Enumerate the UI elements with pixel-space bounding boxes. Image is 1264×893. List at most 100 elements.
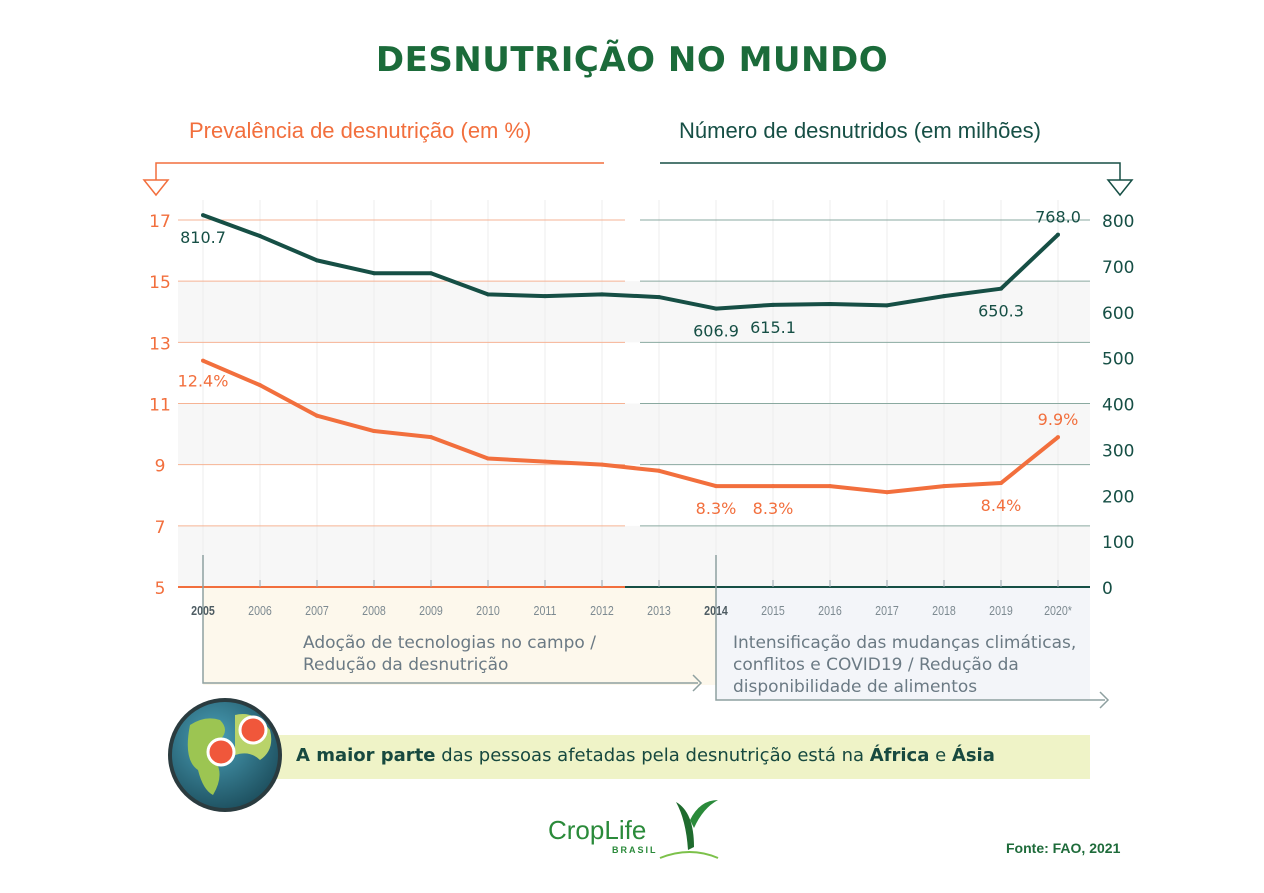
x-tick-label: 2017 <box>875 603 899 618</box>
right-axis-tick: 800 <box>1102 212 1134 232</box>
x-tick-label: 2011 <box>534 603 557 618</box>
data-point-left <box>657 468 661 473</box>
left-axis-tick: 17 <box>149 212 171 232</box>
right-axis-tick: 700 <box>1102 258 1134 278</box>
series-line-left <box>202 358 1060 495</box>
period-note-1-line: Adoção de tecnologias no campo / <box>303 633 596 653</box>
data-point-left <box>942 484 946 489</box>
data-point-left <box>885 490 889 495</box>
left-axis-tick: 11 <box>149 396 171 416</box>
arrow-down-icon <box>142 179 170 197</box>
x-tick-label: 2012 <box>590 603 614 618</box>
arrow-right-icon <box>1099 691 1110 709</box>
x-tick-label: 2016 <box>818 603 842 618</box>
grid-band <box>178 403 1090 465</box>
x-tick-label: 2006 <box>248 603 272 618</box>
period-note-1: Adoção de tecnologias no campo / Redução… <box>303 632 596 676</box>
period-note-2: Intensificação das mudanças climáticas, … <box>733 632 1076 698</box>
data-label: 12.4% <box>178 372 229 391</box>
data-point-left <box>315 413 319 418</box>
data-label: 650.3 <box>978 302 1024 321</box>
data-point-right <box>714 306 718 311</box>
period-2-arrow-line <box>715 555 1105 701</box>
right-axis-tick: 200 <box>1102 487 1134 507</box>
data-point-right <box>885 303 889 308</box>
x-tick-label: 2018 <box>932 603 956 618</box>
left-axis-tick: 7 <box>155 518 166 538</box>
data-point-left <box>429 435 433 440</box>
arrow-down-icon <box>1106 179 1134 197</box>
right-axis-tick: 100 <box>1102 533 1134 553</box>
left-axis-bracket <box>155 162 604 180</box>
data-point-left <box>543 459 547 464</box>
data-point-right <box>315 258 319 263</box>
right-axis-tick: 400 <box>1102 396 1134 416</box>
data-point-right <box>429 271 433 276</box>
period-1-arrow-line <box>202 555 698 684</box>
x-tick-label: 2020* <box>1044 603 1072 618</box>
arrow-right-icon <box>692 674 703 692</box>
x-tick-label: 2008 <box>362 603 386 618</box>
data-label: 8.3% <box>753 499 794 518</box>
data-point-left <box>999 481 1003 486</box>
x-tick-label: 2015 <box>761 603 785 618</box>
right-axis-title: Número de desnutridos (em milhões) <box>679 118 1041 143</box>
data-point-right <box>771 302 775 307</box>
data-point-right <box>600 292 604 297</box>
period-note-2-line: disponibilidade de alimentos <box>733 677 978 697</box>
data-label: 8.4% <box>981 496 1022 515</box>
data-point-right <box>543 294 547 299</box>
data-point-right <box>486 292 490 297</box>
left-axis-title: Prevalência de desnutrição (em %) <box>189 118 532 143</box>
series-line-right <box>202 213 1060 311</box>
banner-text-part: das pessoas afetadas pela desnutrição es… <box>435 745 870 766</box>
data-point-left <box>201 358 205 363</box>
grid-band <box>178 281 1090 343</box>
right-axis-tick: 600 <box>1102 304 1134 324</box>
data-point-left <box>1056 435 1060 440</box>
right-axis-tick: 500 <box>1102 350 1134 370</box>
period-band-2 <box>716 587 1090 700</box>
logo-subtext: BRASIL <box>612 845 658 855</box>
period-band-1 <box>203 587 716 685</box>
data-point-right <box>942 294 946 299</box>
data-label: 810.7 <box>180 228 226 247</box>
right-axis-tick: 300 <box>1102 441 1134 461</box>
left-axis-tick: 5 <box>155 579 166 599</box>
x-tick-label: 2007 <box>305 603 329 618</box>
data-point-left <box>828 484 832 489</box>
logo-text: CropLife <box>548 815 647 845</box>
highlight-banner <box>240 735 1090 779</box>
banner-bold: África <box>869 745 930 766</box>
data-point-right <box>1056 232 1060 237</box>
data-point-right <box>372 271 376 276</box>
data-label: 8.3% <box>696 499 737 518</box>
data-point-left <box>486 456 490 461</box>
source-note: Fonte: FAO, 2021 <box>1006 840 1121 856</box>
data-point-right <box>657 295 661 300</box>
data-point-right <box>258 234 262 239</box>
data-point-right <box>201 213 205 218</box>
period-note-1-line: Redução da desnutrição <box>303 655 509 675</box>
page-title: DESNUTRIÇÃO NO MUNDO <box>375 40 889 80</box>
banner-bold: Ásia <box>951 745 995 766</box>
x-tick-label: 2019 <box>989 603 1013 618</box>
banner-text-part: e <box>929 745 952 766</box>
data-point-left <box>714 484 718 489</box>
banner-bold: A maior parte <box>296 745 436 766</box>
left-axis-tick: 9 <box>155 457 166 477</box>
data-label: 615.1 <box>750 318 796 337</box>
banner-text: A maior parte das pessoas afetadas pela … <box>296 745 995 766</box>
data-label: 9.9% <box>1038 410 1079 429</box>
period-note-2-line: Intensificação das mudanças climáticas, <box>733 633 1077 653</box>
data-label: 606.9 <box>693 322 739 341</box>
data-point-right <box>999 286 1003 291</box>
x-tick-label: 2010 <box>476 603 500 618</box>
data-point-left <box>258 383 262 388</box>
x-tick-label: 2013 <box>647 603 671 618</box>
left-axis-tick: 15 <box>149 273 171 293</box>
data-point-left <box>771 484 775 489</box>
period-note-2-line: conflitos e COVID19 / Redução da <box>733 655 1019 675</box>
data-point-right <box>828 301 832 306</box>
